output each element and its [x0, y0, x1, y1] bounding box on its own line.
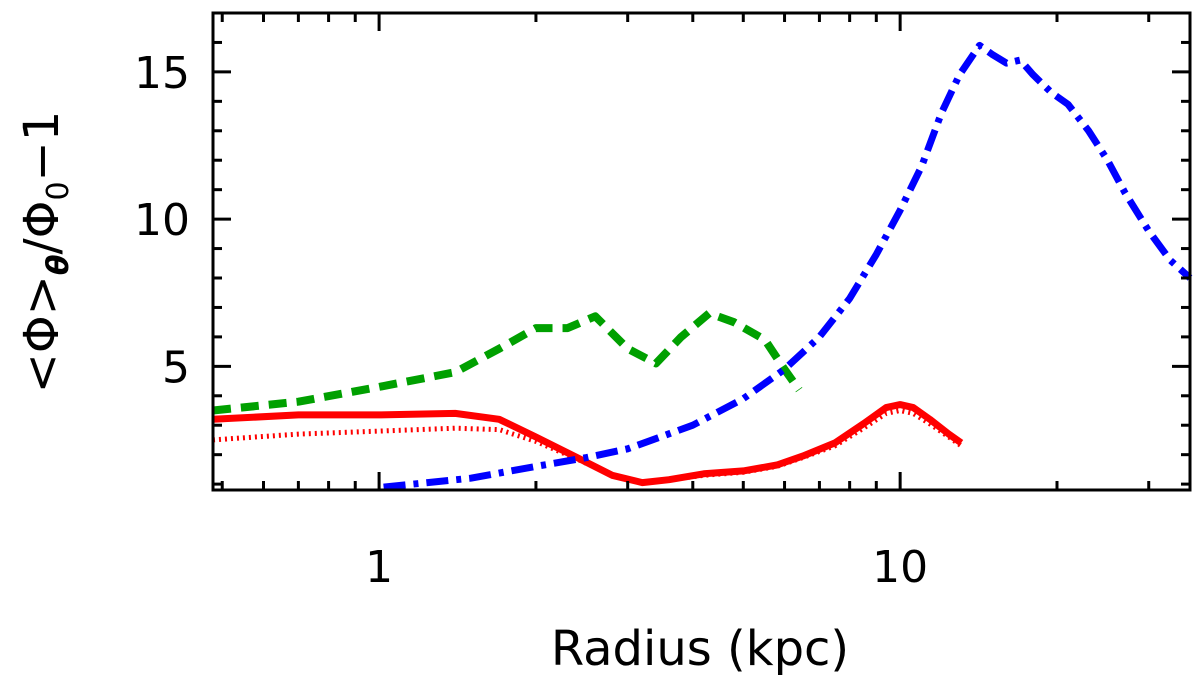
series-layer [212, 41, 1193, 491]
y-tick-label: 5 [162, 342, 190, 393]
series-line-dashed-00a000 [212, 309, 803, 415]
x-tick-label: 1 [365, 542, 393, 593]
x-tick-label: 10 [872, 542, 928, 593]
series-line-dashdot-0000ff [383, 41, 1193, 491]
series-line-dotted-ff0000 [212, 408, 963, 486]
y-tick-label: 10 [134, 195, 190, 246]
y-axis-title-right: −1 [14, 111, 70, 182]
plot-frame [211, 11, 1192, 492]
y-axis-title-left: <Φ> [14, 275, 70, 393]
y-tick-label: 15 [134, 48, 190, 99]
x-axis-title: Radius (kpc) [551, 621, 849, 677]
series-line-solid-ff0000 [212, 401, 964, 487]
ticks-layer [213, 13, 1190, 490]
y-axis-title-sub1: θ [41, 254, 76, 275]
y-axis-title-sub2: 0 [41, 181, 76, 200]
y-axis-title: <Φ>θ/Φ0−1 [14, 111, 76, 394]
labels-layer: 1 10 5 10 15 [134, 48, 928, 593]
y-axis-title-mid: /Φ [14, 201, 70, 255]
